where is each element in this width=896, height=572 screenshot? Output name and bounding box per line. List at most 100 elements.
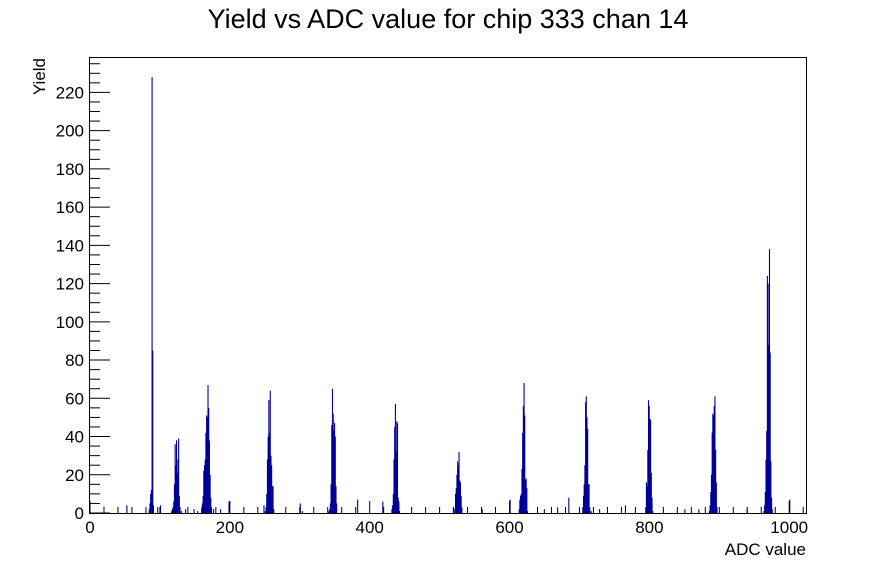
histogram-bar: [202, 495, 204, 513]
histogram-bar: [273, 509, 275, 513]
histogram-bar: [399, 511, 401, 513]
histogram-bar: [398, 501, 400, 513]
histogram-bar: [382, 501, 384, 513]
histogram-bar: [270, 455, 272, 513]
histogram-bar: [647, 400, 650, 513]
x-tick-label: 1000: [770, 518, 808, 537]
y-tick-label: 180: [56, 160, 84, 179]
histogram-bar: [391, 509, 393, 513]
histogram-bar: [584, 465, 586, 513]
histogram-bar: [150, 493, 152, 513]
histogram-bar: [269, 390, 271, 513]
histogram-bar: [509, 499, 511, 513]
histogram-bar: [519, 499, 521, 513]
histogram-bar: [769, 352, 771, 513]
histogram-bar: [459, 480, 461, 513]
histogram-bar: [204, 459, 206, 513]
histogram-bar: [770, 461, 772, 513]
histogram-bar: [458, 451, 460, 513]
histogram-bar: [713, 405, 715, 513]
histogram-bar: [329, 509, 331, 513]
y-tick-label: 60: [65, 389, 84, 408]
histogram-bar: [177, 459, 179, 513]
histogram-bar: [586, 417, 588, 513]
histogram-bar: [523, 383, 525, 513]
histogram-bar: [269, 432, 271, 513]
histogram-bar: [334, 436, 336, 513]
y-tick-label: 200: [56, 122, 84, 141]
histogram-bar: [299, 503, 301, 513]
histogram-bar: [652, 511, 654, 513]
histogram-bar: [159, 505, 162, 513]
histogram-bar: [180, 511, 182, 513]
histogram-bar: [651, 497, 653, 513]
histogram-bar: [650, 472, 652, 513]
y-tick-label: 160: [56, 198, 84, 217]
histogram-bar: [716, 507, 718, 513]
histogram-bar: [711, 432, 713, 513]
histogram-bar: [392, 493, 394, 513]
histogram-bar: [210, 497, 212, 513]
histogram-bar: [203, 465, 206, 513]
histogram-bar: [208, 440, 210, 513]
histogram-bar: [220, 509, 222, 513]
histogram-bar: [176, 440, 178, 513]
histogram-bar: [481, 509, 483, 513]
histogram-bar: [208, 407, 210, 513]
plot-frame: [89, 57, 807, 514]
histogram-bar: [522, 432, 524, 513]
histogram-bar: [395, 451, 397, 513]
histogram-bar: [521, 469, 523, 513]
histogram-bar: [457, 465, 459, 513]
histogram-bar: [150, 490, 152, 513]
histogram-bar: [328, 511, 330, 513]
histogram-bar: [178, 495, 180, 513]
axes: 0 200 400 600 800 1000 0 20 40 60 80 100 120 140 160 18…: [56, 63, 808, 537]
y-axis-title: Yield: [30, 58, 49, 95]
histogram-bar: [152, 505, 155, 513]
y-tick-label: 140: [56, 236, 84, 255]
y-tick-label: 40: [65, 428, 84, 447]
histogram-bar: [210, 507, 213, 513]
histogram-bar: [393, 459, 395, 513]
histogram-bar: [524, 480, 527, 513]
histogram-bar: [330, 484, 332, 513]
histogram-bar: [357, 499, 359, 513]
histogram-bar: [271, 465, 273, 513]
histogram-bar: [148, 509, 150, 513]
histogram-bar: [460, 495, 462, 513]
histogram-bar: [684, 509, 686, 513]
y-tick-label: 100: [56, 313, 84, 332]
histogram-bar: [650, 419, 652, 513]
histogram-bar: [624, 505, 626, 513]
histogram-bar: [767, 283, 769, 513]
histogram-bar: [174, 444, 176, 513]
histogram-bar: [710, 474, 713, 513]
histogram-bar: [185, 509, 187, 513]
histogram-bar: [178, 438, 180, 513]
histogram-bar: [263, 505, 265, 513]
histogram-bar: [589, 507, 591, 513]
x-axis-title: ADC value: [725, 540, 806, 559]
histogram-bar: [599, 509, 601, 513]
histogram-bar: [264, 511, 266, 513]
histogram-bar: [588, 484, 590, 513]
histogram-bar: [201, 503, 203, 513]
histogram-bar: [172, 507, 174, 513]
histogram-bar: [585, 402, 587, 513]
histogram-bar: [334, 423, 336, 513]
histogram-bar: [331, 388, 334, 513]
histogram-bar: [771, 509, 773, 513]
histogram-bar: [176, 472, 178, 513]
histogram-bar: [708, 511, 710, 513]
y-tick-label: 0: [75, 504, 84, 523]
histogram-bar: [648, 405, 650, 513]
histogram-bar: [713, 415, 715, 513]
histogram-bar: [715, 482, 717, 513]
histogram-bar: [396, 421, 398, 513]
histogram-bar: [157, 507, 159, 513]
histogram-bar: [207, 384, 209, 513]
histogram-bar: [715, 449, 717, 513]
histogram-bar: [455, 488, 457, 513]
